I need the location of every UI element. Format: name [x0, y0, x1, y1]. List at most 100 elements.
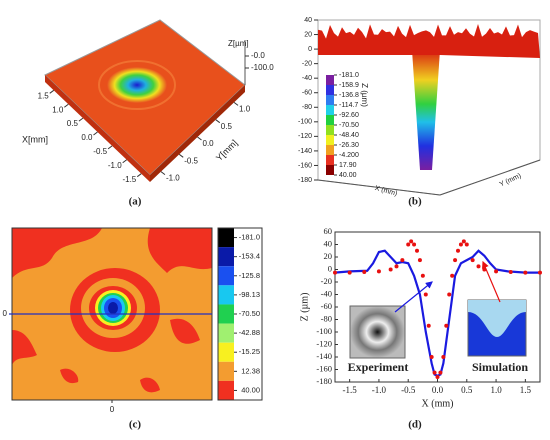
series-dot	[388, 267, 393, 272]
x-tick-label: 0.0	[81, 133, 93, 142]
colorbar-swatch	[326, 105, 334, 115]
colorbar-swatch	[218, 380, 234, 400]
funnel	[412, 50, 440, 170]
x-tick-label: 1.5	[38, 91, 50, 100]
y-tick-label: -160	[316, 363, 332, 373]
series-dot	[347, 270, 352, 275]
colorbar-label: 40.00	[339, 172, 357, 179]
series-name: Experiment	[348, 360, 409, 374]
colorbar-label: -153.4	[239, 252, 260, 261]
series-dot	[376, 269, 381, 274]
layer: 1.51.00.50.0-0.5-1.0-1.51.00.50.0-0.5-1.…	[3, 17, 542, 431]
series-dot	[508, 270, 513, 274]
y-tick-label: -0.5	[184, 156, 198, 165]
z-tick-label: -160	[298, 162, 312, 169]
z-axis-label: Z[µm]	[228, 39, 249, 48]
y-tick-label: -180	[316, 376, 332, 386]
series-dot	[432, 370, 437, 375]
surface	[318, 24, 540, 58]
colorbar-swatch	[326, 115, 334, 125]
x-tick	[136, 173, 142, 178]
x-tick-label: -1.5	[122, 175, 136, 184]
z-tick-label: 40	[304, 17, 312, 24]
y-tick	[215, 119, 221, 124]
colorbar-label: -70.50	[339, 122, 359, 129]
series-dot	[458, 242, 463, 247]
colorbar-label: -70.50	[239, 309, 260, 318]
x-tick	[122, 159, 127, 164]
z-tick-label: -20	[302, 60, 312, 67]
x-axis-label: X[mm]	[22, 134, 48, 144]
panel-label: (a)	[129, 196, 142, 208]
series-dot	[417, 258, 422, 263]
panel-label: (c)	[129, 419, 142, 431]
contour-ring	[108, 302, 118, 314]
colorbar-swatch	[326, 145, 334, 155]
panel-label: (d)	[408, 419, 422, 431]
y-tick-label: 40	[324, 238, 333, 248]
z-tick-label: -180	[298, 177, 312, 184]
colorbar-label: -181.0	[239, 233, 260, 242]
colorbar-label: 12.38	[241, 366, 260, 375]
colorbar-label: 40.00	[241, 385, 260, 394]
x-tick-label: 0.5	[67, 119, 79, 128]
z-tick-label: 20	[304, 31, 312, 38]
colorbar-swatch	[218, 228, 234, 248]
series-dot	[494, 269, 499, 274]
y-axis-label: Z (µm)	[299, 293, 310, 322]
y-tick-label: -40	[321, 288, 332, 298]
colorbar-label: -92.60	[339, 112, 359, 119]
x-tick-label: -0.5	[401, 385, 416, 395]
y-tick-label: -20	[321, 276, 332, 286]
series-dot	[438, 370, 443, 375]
series-dot	[464, 242, 469, 247]
x-tick	[107, 145, 113, 150]
series-dot	[441, 355, 446, 359]
crater-rim	[98, 60, 176, 110]
y-tick-label: -1.0	[166, 174, 180, 183]
y-tick-label: -120	[316, 338, 332, 348]
series-dot	[538, 270, 542, 275]
z-tick-label: -40	[302, 75, 312, 82]
colorbar-swatch	[326, 165, 334, 175]
y-tick-label: 0	[328, 263, 332, 273]
series-dot	[470, 258, 475, 263]
series-dot	[447, 292, 452, 297]
x-tick-label: 0.5	[461, 385, 473, 395]
z-tick-label: -0.0	[251, 51, 265, 60]
y-tick	[233, 101, 239, 106]
series-line	[334, 249, 540, 377]
z-tick-label: -100.0	[251, 63, 274, 72]
colorbar-swatch	[326, 135, 334, 145]
series-dot	[456, 248, 460, 253]
x-tick-label: -0.5	[93, 147, 107, 156]
y-tick	[178, 153, 184, 158]
y-tick	[160, 171, 166, 176]
y-tick-label: 1.0	[239, 104, 251, 113]
series-dot	[450, 273, 455, 278]
surface-side	[45, 75, 150, 182]
axis	[317, 179, 441, 196]
x-tick-label: -1.0	[108, 161, 122, 170]
experiment-inset	[349, 305, 406, 359]
z-tick-label: -80	[302, 104, 312, 111]
arrow	[394, 281, 433, 313]
z-tick-label: -60	[302, 90, 312, 97]
x-tick	[64, 103, 69, 108]
series-dot	[523, 270, 528, 275]
series-dot	[362, 270, 367, 274]
colorbar-label: -15.25	[239, 347, 260, 356]
colorbar-label: -114.7	[339, 102, 358, 109]
series-dot	[453, 258, 458, 263]
colorbar-label: 17.90	[339, 162, 357, 169]
panel-label: (b)	[408, 196, 422, 208]
colorbar-label: -158.9	[339, 82, 359, 89]
colorbar-swatch	[326, 85, 334, 95]
series-dot	[409, 239, 414, 244]
colorbar-label: -125.8	[239, 271, 260, 280]
colorbar-swatch	[326, 95, 334, 105]
series-dot	[435, 375, 440, 379]
colorbar-swatch	[218, 266, 234, 286]
colorbar-label: -4.200	[339, 152, 359, 159]
